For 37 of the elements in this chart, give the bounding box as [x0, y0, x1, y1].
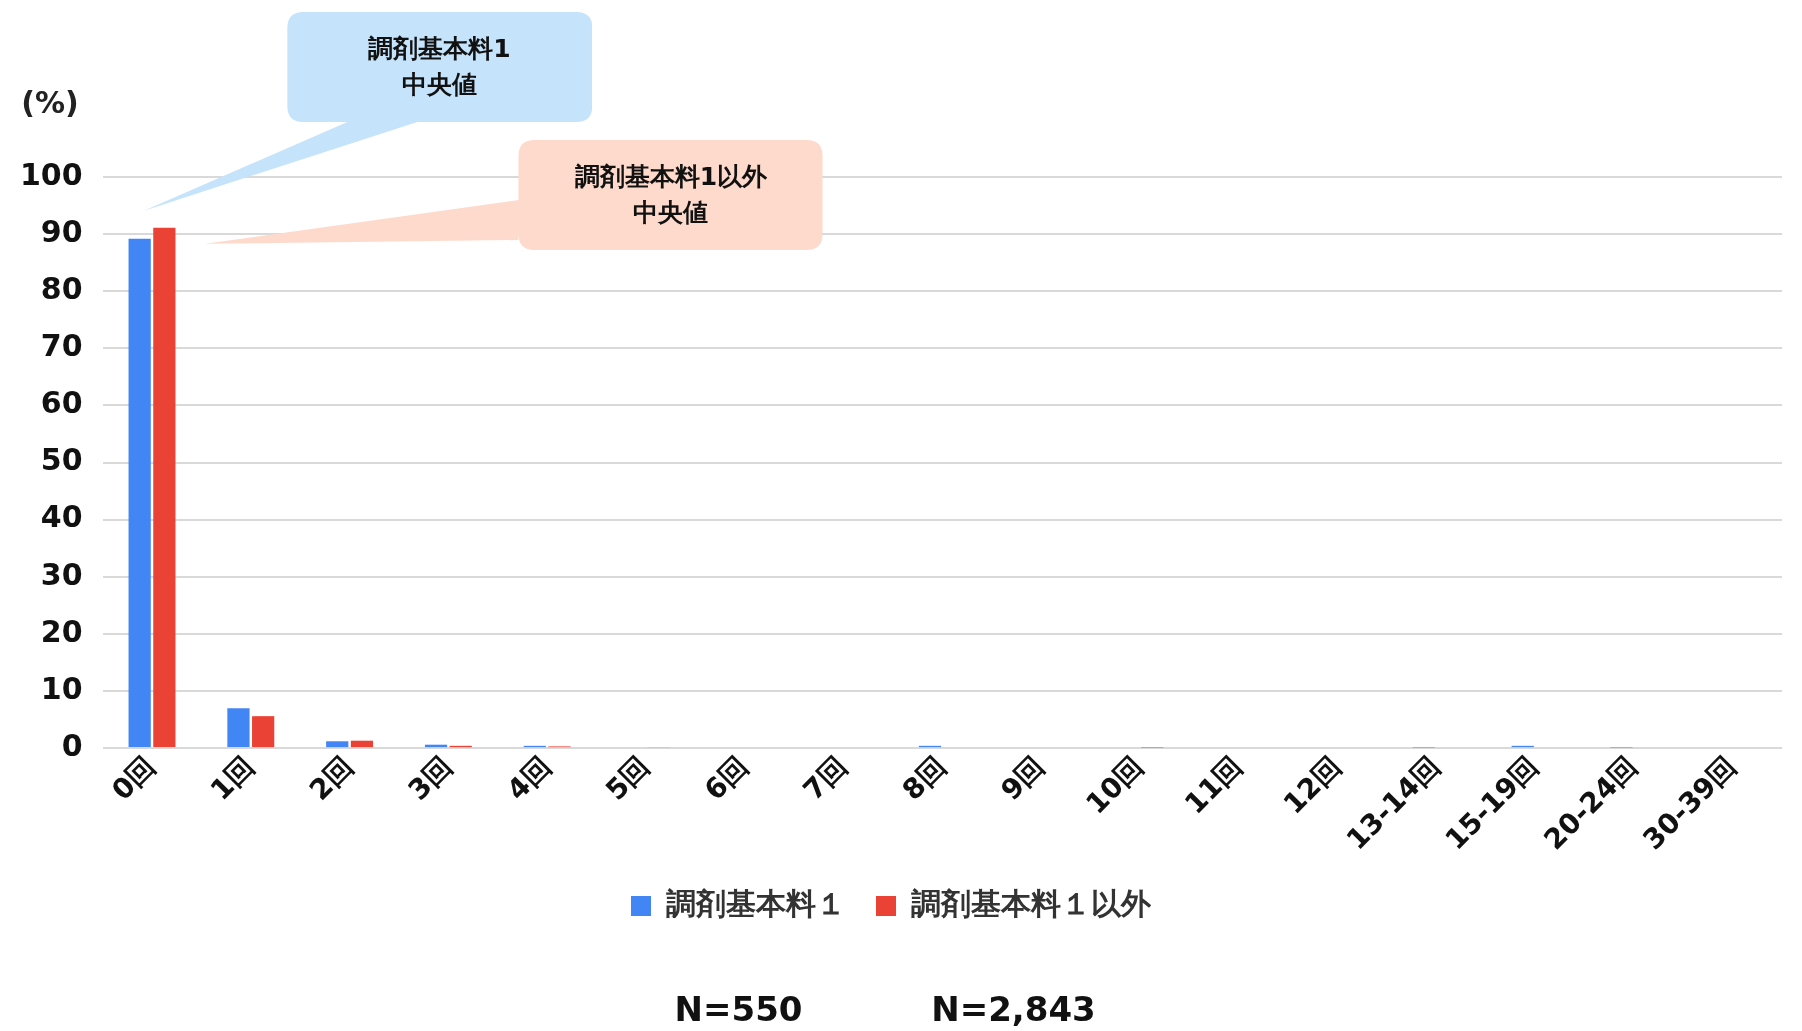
x-tick-label: 8回 — [895, 749, 953, 807]
x-tick-label: 1回 — [203, 749, 261, 807]
x-tick-label: 0回 — [105, 749, 163, 807]
x-tick-label: 9回 — [994, 749, 1052, 807]
speech-bubble: 調剤基本料1以外中央値 — [205, 140, 823, 250]
annotation: 調剤基本料1以外中央値 — [573, 161, 769, 229]
y-tick-label: 20 — [40, 613, 83, 649]
x-tick-label: 12回 — [1276, 749, 1348, 821]
bar — [350, 740, 374, 748]
x-tick-label: 5回 — [599, 749, 657, 807]
bar — [252, 716, 275, 748]
bar — [326, 741, 349, 748]
x-tick-label: 4回 — [500, 749, 558, 807]
y-tick-label: 60 — [40, 385, 83, 421]
text: N=550 — [674, 988, 803, 1029]
y-tick-label: 100 — [20, 156, 83, 192]
y-tick-label: 30 — [40, 556, 83, 592]
y-tick-label: 90 — [40, 213, 83, 249]
x-tick-label: 3回 — [401, 749, 459, 807]
legend-label: 調剤基本料１ — [666, 885, 846, 921]
y-tick-label: 70 — [40, 328, 83, 364]
x-tick-label: 7回 — [796, 749, 854, 807]
y-tick-label: 10 — [40, 670, 83, 706]
bar — [153, 227, 176, 748]
y-tick-label: 40 — [40, 499, 83, 535]
text: N=2,843 — [931, 988, 1096, 1029]
y-tick-label: 50 — [40, 442, 83, 478]
legend-label: 調剤基本料１以外 — [911, 885, 1152, 921]
x-tick-label: 6回 — [697, 749, 755, 807]
x-tick-label: 11回 — [1178, 749, 1249, 821]
bar — [227, 708, 250, 748]
y-tick-label: 0 — [61, 727, 83, 763]
y-axis-title: (%) — [21, 84, 79, 120]
x-tick-label: 2回 — [302, 749, 360, 807]
y-tick-label: 80 — [40, 271, 83, 307]
bar — [128, 238, 151, 748]
x-tick-label: 10回 — [1079, 749, 1150, 821]
